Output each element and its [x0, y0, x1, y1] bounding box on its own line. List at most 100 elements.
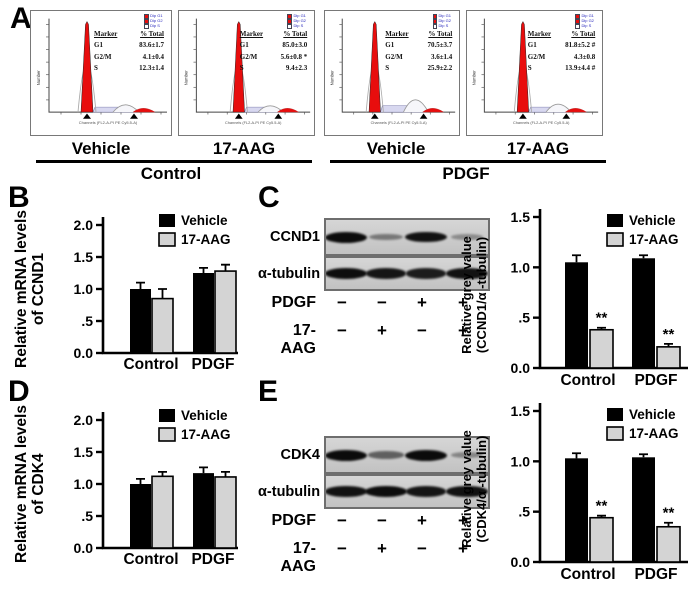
blot-e: CDK4 α-tubulin PDGF − − + + 17-AAG − + − +: [258, 436, 508, 576]
error-bar: [572, 254, 581, 263]
category-label: Control: [123, 551, 178, 568]
flow-histogram: Number Channels (FL2-A-PI PE Cy5.5-A): [330, 18, 456, 125]
blot-band: [369, 233, 403, 241]
flow-g1-peak: [80, 20, 94, 113]
bar-Vehicle-Control: [565, 262, 588, 368]
y-tick-label: 1.5: [74, 249, 94, 265]
chart-e: 0.0 .5 1.0 1.5 ** ** Control PDGF Vehicle 17-AAG: [497, 388, 697, 590]
y-tick-label: 1.0: [74, 476, 94, 492]
group-underline-control: [36, 160, 312, 163]
error-bar: [572, 452, 581, 459]
chart-c-yaxis-title: Relative grey value (CCND1/α -tubulin): [459, 195, 500, 395]
blot-band: [326, 449, 367, 461]
lane-sign: −: [417, 321, 427, 340]
flow-plot-17aag-pdgf: Number Channels (FL2-A-PI PE Cy5.5-A) Ma…: [466, 10, 603, 136]
flow-g1-peak: [368, 20, 381, 113]
flow-legend-label: Dip G2: [293, 18, 306, 24]
flow-table-marker: G1: [239, 41, 249, 50]
blot-image: [324, 436, 490, 474]
blot-c: CCND1 α-tubulin PDGF − − + + 17-AAG − + − +: [258, 218, 508, 358]
flow-legend-swatch-icon: [287, 24, 292, 29]
blot-condition-label: PDGF: [271, 294, 316, 311]
flow-legend-label: Dip G1: [293, 13, 306, 19]
lane-sign: +: [377, 539, 387, 558]
chart-d: 0.0 .5 1.0 1.5 2.0 Control PDGF Vehicle 17-AAG: [55, 391, 255, 582]
group-underline-pdgf: [330, 160, 606, 163]
bar-17-AAG-Control: [589, 328, 614, 369]
flow-y-axis-label: Number: [36, 70, 41, 86]
flow-legend-item: Dip G2: [432, 18, 451, 24]
blot-row-1: α-tubulin: [258, 474, 490, 509]
chart-b-yaxis-title: Relative mRNA levels of CCND1: [13, 189, 53, 389]
blot-target-label: CCND1: [270, 229, 320, 245]
flow-table-header-total: % Total: [428, 29, 453, 38]
error-bar: [136, 281, 145, 289]
flow-y-axis-label: Number: [184, 70, 189, 86]
flow-table-marker: G2/M: [385, 52, 403, 61]
blot-band: [365, 268, 407, 279]
flow-debris-peak: [276, 108, 300, 113]
panel-a-label: A: [10, 2, 32, 35]
flow-legend-item: Dip S: [575, 23, 593, 29]
bar-17-AAG-PDGF: [214, 270, 237, 354]
panel-e-label: E: [258, 375, 279, 408]
blot-band: [365, 486, 407, 497]
flow-legend-item: Dip G1: [287, 13, 306, 19]
y-tick-label: .5: [81, 313, 93, 329]
flow-table-row: G2/M 4.1±0.4: [94, 53, 164, 61]
flow-legend-label: Dip G1: [581, 13, 594, 19]
flow-table-value: 9.4±2.3: [285, 64, 308, 73]
panel-c-label: C: [258, 181, 280, 214]
blot-target-label: CDK4: [280, 447, 320, 463]
flow-legend-label: Dip G1: [150, 13, 163, 19]
chart-d-yaxis-title-line2: of CDK4: [30, 453, 48, 515]
flow-table-header-total: % Total: [140, 29, 164, 38]
flow-g1-peak: [232, 20, 245, 113]
error-bar: [639, 453, 648, 458]
lane-sign: −: [417, 539, 427, 558]
flow-table-value: 25.9±2.2: [427, 64, 453, 73]
flow-table-header-marker: Marker: [94, 29, 118, 38]
flow-table-marker: G2/M: [94, 52, 112, 61]
bar-chart-B: 0.0 .5 1.0 1.5 2.0 Control PDGF Vehicle 17-AAG: [74, 213, 238, 373]
flow-legend-item: Dip G2: [144, 18, 163, 24]
legend-swatch-icon: [607, 214, 623, 227]
flow-legend-swatch-icon: [287, 19, 292, 24]
bar-chart-E: 0.0 .5 1.0 1.5 ** ** Control PDGF Vehicle 17-AAG: [511, 403, 688, 583]
group-label-control: Control: [140, 164, 202, 183]
bar-chart-D: 0.0 .5 1.0 1.5 2.0 Control PDGF Vehicle 17-AAG: [74, 408, 238, 568]
bar-17-AAG-Control: [151, 475, 174, 549]
legend-label: 17-AAG: [181, 232, 231, 247]
blot-image: [324, 474, 490, 509]
chart-e-yaxis-title: Relative grey value (CDK4/α -tubulin): [459, 389, 500, 589]
y-tick-label: 1.5: [74, 444, 94, 460]
chart-b-yaxis-title-line2: of CCND1: [30, 252, 48, 326]
blot-condition-row: 17-AAG − + − +: [258, 321, 508, 357]
flow-legend: Dip G1 Dip G2 Dip S: [575, 13, 594, 29]
legend-label: Vehicle: [181, 408, 228, 423]
y-tick-label: 0.0: [511, 554, 531, 570]
flow-legend-swatch-icon: [432, 14, 438, 19]
category-label: Control: [560, 566, 615, 583]
flow-x-axis-label: Channels (FL2-A-PI PE Cy5.5-A): [513, 121, 570, 125]
flow-debris-peak: [132, 108, 156, 113]
flow-debris-peak: [564, 108, 588, 113]
lane-sign: −: [377, 511, 387, 530]
group-label-pdgf: PDGF: [442, 164, 490, 183]
blot-condition-label: 17-AAG: [280, 540, 316, 575]
flow-legend-item: Dip G1: [432, 13, 451, 19]
blot-condition-row: 17-AAG − + − +: [258, 539, 508, 575]
flow-legend-label: Dip S: [581, 23, 592, 29]
lane-sign: −: [377, 293, 387, 312]
flow-legend-item: Dip G1: [575, 13, 594, 19]
category-label: PDGF: [191, 551, 234, 568]
bar-Vehicle-PDGF: [632, 258, 655, 368]
lane-sign: +: [458, 293, 468, 312]
flow-table-header-marker: Marker: [239, 29, 264, 38]
y-tick-label: .5: [518, 504, 530, 520]
category-label: Control: [560, 372, 615, 389]
lane-sign: −: [337, 293, 347, 312]
flow-table-marker: S: [385, 64, 390, 73]
blot-band: [326, 268, 367, 279]
flow-table-value: 85.0±3.0: [282, 41, 308, 50]
